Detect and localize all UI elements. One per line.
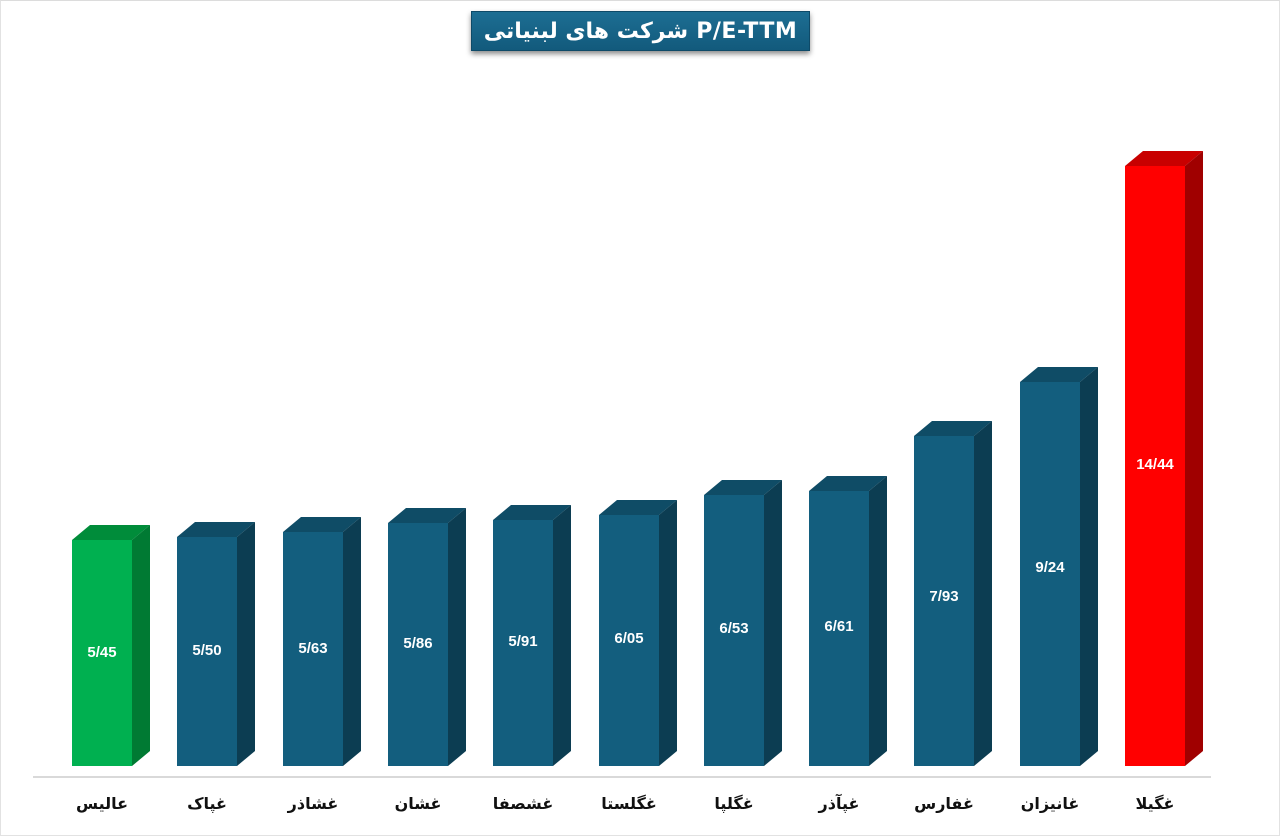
bar-3d-faces: [599, 500, 677, 766]
bar-2: 5/50: [177, 522, 257, 766]
bar-value-label: 14/44: [1136, 456, 1174, 473]
bar-3: 5/63: [283, 517, 363, 766]
bar-3d-faces: [493, 505, 571, 766]
bar-3d-faces: [388, 508, 466, 766]
bar-value-label: 5/91: [508, 633, 538, 650]
bar-3d-faces: [72, 525, 150, 766]
x-axis-label: غشاذر: [287, 794, 339, 813]
x-axis-label: غگلپا: [714, 794, 754, 813]
bar-1: 5/45: [72, 525, 152, 766]
chart-title-banner: P/E-TTM شرکت های لبنیاتی: [471, 11, 810, 51]
x-axis-label: غپآذر: [818, 794, 860, 813]
bar-3d-faces: [704, 480, 782, 766]
bar-3d-faces: [177, 522, 255, 766]
bar-9: 7/93: [914, 421, 994, 766]
x-axis-label: غشصفا: [492, 794, 554, 813]
bar-10: 9/24: [1020, 367, 1100, 766]
bar-8: 6/61: [809, 476, 889, 766]
bar-4: 5/86: [388, 508, 468, 766]
x-axis-line: [33, 776, 1211, 778]
bar-value-label: 6/53: [719, 620, 749, 637]
x-axis-label: غپاک: [187, 794, 227, 813]
x-axis-label: غانیزان: [1020, 794, 1080, 813]
bar-value-label: 6/61: [824, 618, 854, 635]
bar-value-label: 5/50: [192, 642, 222, 659]
x-axis-label: غگیلا: [1135, 794, 1175, 813]
bar-3d-faces: [1020, 367, 1098, 766]
x-axis-label: غفارس: [914, 794, 974, 813]
bar-value-label: 5/86: [403, 635, 433, 652]
bar-7: 6/53: [704, 480, 784, 766]
bar-3d-faces: [809, 476, 887, 766]
bar-3d-faces: [1125, 151, 1203, 766]
bar-11: 14/44: [1125, 151, 1205, 766]
bar-6: 6/05: [599, 500, 679, 766]
bar-3d-faces: [283, 517, 361, 766]
bar-value-label: 5/63: [298, 640, 328, 657]
bar-value-label: 9/24: [1035, 559, 1065, 576]
bar-3d-faces: [914, 421, 992, 766]
bar-value-label: 7/93: [929, 588, 959, 605]
x-axis-label: غشان: [394, 794, 442, 813]
x-axis-label: غگلستا: [601, 794, 657, 813]
x-axis-label: عالیس: [75, 794, 129, 813]
bar-5: 5/91: [493, 505, 573, 766]
bar-value-label: 5/45: [87, 644, 117, 661]
chart-title: P/E-TTM شرکت های لبنیاتی: [483, 18, 798, 44]
bar-value-label: 6/05: [614, 630, 644, 647]
